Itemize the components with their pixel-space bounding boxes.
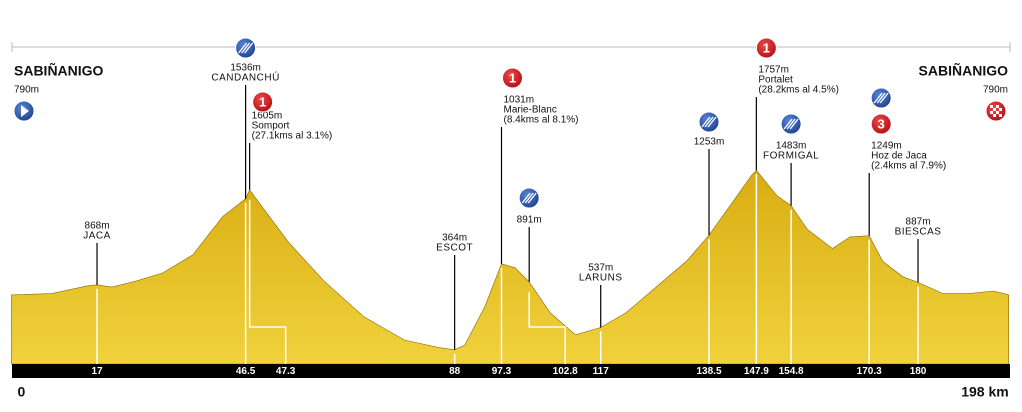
waypoint-name: FORMIGAL: [763, 151, 819, 162]
climb-icon: 1: [755, 37, 777, 59]
icon-stroke: [789, 118, 799, 130]
climb-icon: 3: [870, 113, 892, 135]
climb-category: 1: [259, 94, 266, 109]
km-line: [248, 199, 287, 364]
km-line: [528, 291, 566, 364]
climb-detail: (27.1kms al 3.1%): [252, 131, 333, 142]
x-tick-label: 47.3: [276, 366, 296, 377]
icon-stroke: [707, 116, 717, 128]
icon-stroke: [786, 118, 796, 130]
elevation-label: 1031m: [503, 95, 534, 106]
x-tick-label: 147.9: [744, 366, 769, 377]
elevation-label: 868m: [85, 221, 110, 232]
icon-check: [990, 105, 993, 108]
elevation-label: 891m: [517, 215, 542, 226]
x-tick-label: 138.5: [696, 366, 721, 377]
elevation-label: 537m: [588, 263, 613, 274]
x-tick-label: 0: [18, 384, 26, 400]
elevation-label: 1757m: [758, 65, 789, 76]
icon-stroke: [527, 192, 537, 204]
x-tick-label: 102.8: [553, 366, 578, 377]
icon-stroke: [783, 118, 793, 130]
finish-name: SABIÑANIGO: [919, 62, 1009, 79]
icon-stroke: [704, 116, 714, 128]
icon-stroke: [244, 42, 254, 54]
x-tick-label: 198 km: [961, 384, 1008, 400]
x-tick-label: 88: [449, 366, 461, 377]
elevation-label: 364m: [442, 233, 467, 244]
icon-stroke: [876, 92, 886, 104]
x-tick-label: 17: [91, 366, 103, 377]
x-tick-label: 46.5: [236, 366, 256, 377]
climb-detail: (2.4kms al 7.9%): [871, 161, 946, 172]
km-bar: [12, 364, 1010, 378]
icon-check: [993, 108, 996, 111]
elevation-label: 1605m: [252, 111, 283, 122]
icon-stroke: [701, 116, 711, 128]
elevation-label: 1253m: [694, 137, 725, 148]
icon-check: [999, 114, 1002, 117]
icon-check: [990, 111, 993, 114]
x-tick-label: 154.8: [779, 366, 804, 377]
icon-stroke: [238, 42, 248, 54]
climb-icon: 1: [501, 67, 523, 89]
waypoint-name: Portalet: [758, 75, 793, 86]
waypoint-name: Marie-Blanc: [503, 105, 556, 116]
waypoint-name: JACA: [83, 231, 111, 242]
icon-stroke: [521, 192, 531, 204]
climb-icon: 1: [252, 91, 274, 113]
x-tick-label: 180: [910, 366, 927, 377]
x-tick-label: 117: [593, 366, 610, 377]
icon-stroke: [879, 92, 889, 104]
profile-area: [11, 169, 1009, 365]
icon-check: [993, 114, 996, 117]
x-tick-label: 170.3: [857, 366, 882, 377]
start-name: SABIÑANIGO: [14, 62, 104, 79]
finish-elevation: 790m: [983, 85, 1008, 96]
sprint-icon: [780, 113, 802, 135]
climb-category: 3: [878, 116, 885, 131]
finish-icon: [985, 100, 1007, 122]
icon-check: [999, 108, 1002, 111]
sprint-icon: [518, 187, 540, 209]
climb-detail: (8.4kms al 8.1%): [503, 115, 578, 126]
climb-category: 1: [763, 40, 770, 55]
waypoint-name: ESCOT: [436, 243, 473, 254]
climb-category: 1: [509, 70, 516, 85]
sprint-icon: [870, 87, 892, 109]
elevation-label: 1483m: [776, 141, 807, 152]
icon-circle: [870, 113, 892, 135]
waypoint-name: CANDANCHÚ: [211, 71, 279, 84]
icon-circle: [252, 91, 274, 113]
icon-arrow: [21, 105, 29, 117]
elevation-label: 1536m: [230, 63, 261, 74]
icon-stroke: [524, 192, 534, 204]
icon-circle: [755, 37, 777, 59]
elevation-label: 1249m: [871, 141, 902, 152]
icon-circle: [501, 67, 523, 89]
elevation-label: 887m: [906, 217, 931, 228]
sprint-icon: [698, 111, 720, 133]
waypoint-name: BIESCAS: [895, 227, 942, 238]
icon-check: [996, 105, 999, 108]
icon-check: [996, 111, 999, 114]
waypoint-name: Hoz de Jaca: [871, 151, 927, 162]
icon-stroke: [873, 92, 883, 104]
waypoint-name: LARUNS: [579, 273, 623, 284]
sprint-icon: [235, 37, 257, 59]
start-elevation: 790m: [14, 85, 39, 96]
waypoint-name: Somport: [252, 121, 290, 132]
climb-detail: (28.2kms al 4.5%): [758, 85, 839, 96]
icon-stroke: [241, 42, 251, 54]
start-icon: [13, 100, 35, 122]
x-tick-label: 97.3: [492, 366, 512, 377]
